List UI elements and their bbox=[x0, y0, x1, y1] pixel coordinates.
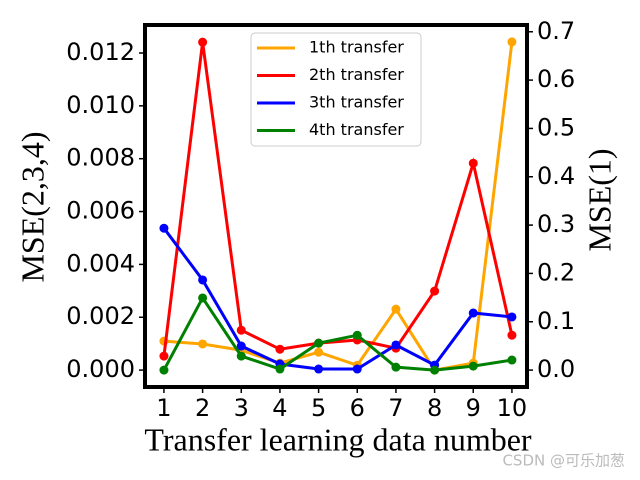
data-point bbox=[507, 330, 517, 340]
x-axis-label: Transfer learning data number bbox=[144, 421, 531, 457]
data-point bbox=[314, 347, 324, 357]
x-tick-label: 10 bbox=[497, 394, 528, 422]
y-tick-label: 0.012 bbox=[66, 38, 135, 66]
x-tick-label: 9 bbox=[466, 394, 481, 422]
y2-tick-label: 0.1 bbox=[537, 307, 575, 335]
data-point bbox=[275, 364, 285, 374]
data-point bbox=[507, 355, 517, 365]
data-point bbox=[198, 37, 208, 47]
legend-label: 4th transfer bbox=[309, 120, 404, 139]
y-tick-label: 0.000 bbox=[66, 355, 135, 383]
y-tick-label: 0.006 bbox=[66, 197, 135, 225]
y2-tick-label: 0.4 bbox=[537, 162, 575, 190]
data-point bbox=[430, 286, 440, 296]
x-tick-label: 5 bbox=[311, 394, 326, 422]
data-point bbox=[468, 158, 478, 168]
data-point bbox=[236, 325, 246, 335]
x-tick-label: 4 bbox=[272, 394, 287, 422]
data-point bbox=[352, 364, 362, 374]
y2-tick-label: 0.5 bbox=[537, 113, 575, 141]
data-point bbox=[430, 365, 440, 375]
x-tick-label: 6 bbox=[350, 394, 365, 422]
data-point bbox=[391, 340, 401, 350]
data-point bbox=[468, 308, 478, 318]
y-tick-label: 0.008 bbox=[66, 144, 135, 172]
x-tick-label: 8 bbox=[427, 394, 442, 422]
x-tick-label: 7 bbox=[388, 394, 403, 422]
data-point bbox=[159, 223, 169, 233]
data-point bbox=[507, 312, 517, 322]
x-tick-label: 1 bbox=[156, 394, 171, 422]
x-tick-label: 2 bbox=[195, 394, 210, 422]
y2-tick-label: 0.0 bbox=[537, 355, 575, 383]
y2-tick-label: 0.6 bbox=[537, 65, 575, 93]
data-point bbox=[391, 362, 401, 372]
data-point bbox=[198, 339, 208, 349]
data-point bbox=[468, 361, 478, 371]
x-tick-label: 3 bbox=[234, 394, 249, 422]
legend-label: 3th transfer bbox=[309, 93, 404, 112]
data-point bbox=[314, 338, 324, 348]
y2-axis-label: MSE(1) bbox=[581, 148, 617, 251]
data-point bbox=[275, 344, 285, 354]
series-line bbox=[162, 41, 514, 357]
legend-label: 1th transfer bbox=[309, 38, 404, 57]
data-point bbox=[198, 293, 208, 303]
data-point bbox=[159, 365, 169, 375]
y-tick-label: 0.004 bbox=[66, 249, 135, 277]
series-line bbox=[162, 227, 513, 371]
data-point bbox=[198, 275, 208, 285]
y2-tick-label: 0.7 bbox=[537, 17, 575, 45]
series-line bbox=[162, 295, 513, 372]
data-point bbox=[236, 351, 246, 361]
y2-tick-label: 0.3 bbox=[537, 210, 575, 238]
data-point bbox=[314, 364, 324, 374]
y-tick-label: 0.002 bbox=[66, 302, 135, 330]
data-point bbox=[159, 351, 169, 361]
y2-tick-label: 0.2 bbox=[537, 258, 575, 286]
watermark: CSDN @可乐加葱 bbox=[502, 452, 625, 470]
y-tick-label: 0.010 bbox=[66, 91, 135, 119]
data-point bbox=[352, 330, 362, 340]
data-point bbox=[507, 37, 517, 47]
legend-label: 2th transfer bbox=[309, 65, 404, 84]
data-point bbox=[391, 304, 401, 314]
y-axis-label: MSE(2,3,4) bbox=[14, 131, 50, 282]
legend-box bbox=[250, 32, 422, 147]
data-point bbox=[236, 341, 246, 351]
plot-frame bbox=[143, 23, 529, 389]
series-line bbox=[163, 41, 514, 372]
